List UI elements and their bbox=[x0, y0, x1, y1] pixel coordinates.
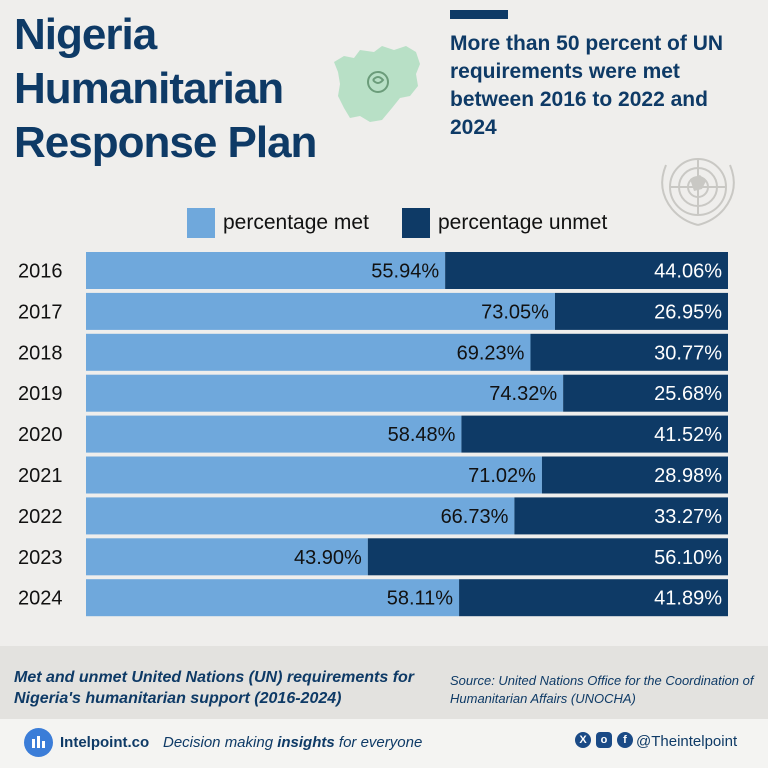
data-label-met: 43.90% bbox=[294, 547, 362, 569]
intelpoint-logo-icon[interactable] bbox=[24, 728, 53, 757]
data-label-met: 58.48% bbox=[388, 424, 456, 446]
bar-met bbox=[86, 252, 446, 289]
bar-met bbox=[86, 333, 531, 371]
bar-met bbox=[86, 415, 462, 453]
year-label: 2024 bbox=[18, 588, 63, 610]
data-label-unmet: 28.98% bbox=[654, 465, 722, 487]
data-label-unmet: 25.68% bbox=[654, 383, 722, 405]
bar-met bbox=[86, 456, 542, 494]
year-label: 2016 bbox=[18, 261, 63, 283]
data-label-met: 58.11% bbox=[387, 588, 454, 610]
data-label-unmet: 41.52% bbox=[654, 424, 722, 446]
data-label-met: 74.32% bbox=[489, 383, 557, 405]
year-label: 2017 bbox=[18, 301, 63, 323]
data-label-unmet: 56.10% bbox=[654, 547, 722, 569]
legend-swatch-met bbox=[187, 208, 215, 238]
brand-name[interactable]: Intelpoint.co bbox=[60, 734, 150, 751]
year-label: 2021 bbox=[18, 465, 63, 487]
year-label: 2020 bbox=[18, 424, 63, 446]
stacked-bar-chart: 2016 55.94% 44.06% 2017 73.05% 26.95% 2018 69.2… bbox=[18, 252, 728, 617]
un-emblem-icon bbox=[661, 158, 735, 226]
bar-unmet bbox=[530, 333, 728, 371]
year-label: 2022 bbox=[18, 506, 63, 528]
accent-bar bbox=[450, 10, 508, 19]
chart-caption: Met and unmet United Nations (UN) requir… bbox=[14, 669, 415, 707]
year-label: 2019 bbox=[18, 383, 63, 405]
social-handle[interactable]: @Theintelpoint bbox=[636, 733, 738, 750]
legend-item-unmet: percentage unmet bbox=[402, 208, 607, 238]
legend-label-unmet: percentage unmet bbox=[438, 211, 608, 234]
facebook-icon[interactable]: f bbox=[617, 732, 633, 748]
bar-unmet bbox=[554, 292, 728, 330]
data-label-unmet: 26.95% bbox=[654, 301, 722, 323]
caption-band bbox=[0, 646, 768, 719]
bar-met bbox=[86, 579, 460, 617]
tagline: Decision making insights for everyone bbox=[163, 734, 423, 751]
footer bbox=[0, 719, 768, 768]
x-icon[interactable]: X bbox=[575, 732, 591, 748]
legend-label-met: percentage met bbox=[223, 211, 369, 234]
bar-unmet bbox=[541, 456, 728, 494]
legend-item-met: percentage met bbox=[187, 208, 369, 238]
legend-swatch-unmet bbox=[402, 208, 430, 238]
bar-unmet bbox=[367, 538, 728, 576]
year-label: 2023 bbox=[18, 547, 63, 569]
bar-unmet bbox=[563, 374, 728, 412]
data-label-unmet: 33.27% bbox=[654, 506, 722, 528]
data-label-met: 66.73% bbox=[441, 506, 509, 528]
page-title: Nigeria Humanitarian Response Plan bbox=[14, 10, 317, 167]
data-label-unmet: 44.06% bbox=[654, 261, 722, 283]
data-label-unmet: 30.77% bbox=[654, 342, 722, 364]
bar-unmet bbox=[514, 497, 728, 535]
bar-unmet bbox=[459, 579, 728, 617]
data-label-met: 55.94% bbox=[371, 261, 439, 283]
nigeria-map-icon bbox=[334, 46, 420, 122]
bar-unmet bbox=[445, 252, 728, 289]
instagram-icon[interactable]: o bbox=[596, 732, 612, 748]
bar-met bbox=[86, 497, 515, 535]
bar-unmet bbox=[461, 415, 728, 453]
bar-met bbox=[86, 538, 368, 576]
data-label-met: 71.02% bbox=[468, 465, 536, 487]
bar-met bbox=[86, 292, 555, 330]
data-label-met: 69.23% bbox=[457, 342, 525, 364]
subtitle: More than 50 percent of UN requirements … bbox=[450, 32, 724, 139]
chart-legend: percentage met percentage unmet bbox=[0, 208, 768, 240]
source-note: Source: United Nations Office for the Co… bbox=[450, 673, 754, 706]
data-label-met: 73.05% bbox=[481, 301, 549, 323]
bar-met bbox=[86, 374, 564, 412]
data-label-unmet: 41.89% bbox=[654, 588, 722, 610]
year-label: 2018 bbox=[18, 342, 63, 364]
